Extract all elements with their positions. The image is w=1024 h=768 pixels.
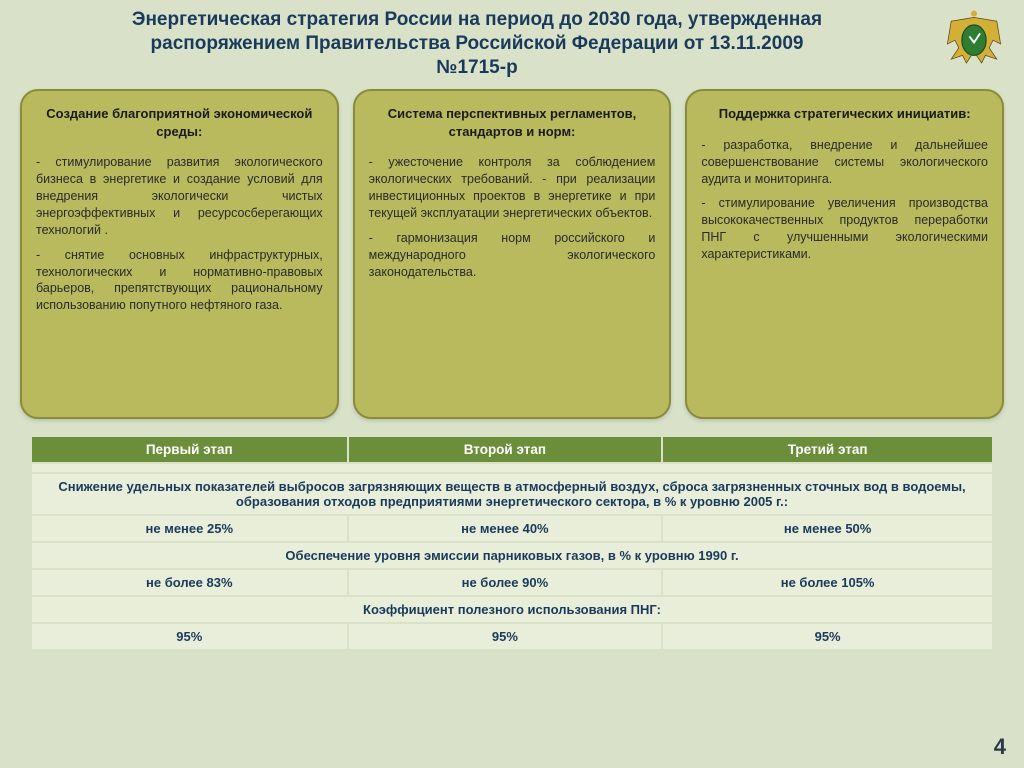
slide-header: Энергетическая стратегия России на перио…: [0, 0, 1024, 85]
table-desc: Коэффициент полезного использования ПНГ:: [31, 596, 993, 623]
table-cell: не более 105%: [662, 569, 993, 596]
table-row: не менее 25% не менее 40% не менее 50%: [31, 515, 993, 542]
box-regulations: Система перспективных регламентов, станд…: [353, 89, 672, 419]
table-cell: 95%: [662, 623, 993, 650]
box-body: - разработка, внедрение и дальнейшее сов…: [701, 137, 988, 271]
box-title: Система перспективных регламентов, станд…: [369, 105, 656, 140]
table-cell: не более 90%: [348, 569, 663, 596]
box-paragraph: - гармонизация норм российского и междун…: [369, 230, 656, 281]
slide-title: Энергетическая стратегия России на перио…: [30, 8, 924, 79]
page-number: 4: [994, 734, 1006, 760]
table-cell: не более 83%: [31, 569, 348, 596]
table-cell: не менее 25%: [31, 515, 348, 542]
table-cell: не менее 50%: [662, 515, 993, 542]
box-paragraph: - разработка, внедрение и дальнейшее сов…: [701, 137, 988, 188]
box-title: Поддержка стратегических инициатив:: [701, 105, 988, 123]
box-initiatives: Поддержка стратегических инициатив: - ра…: [685, 89, 1004, 419]
table-row: не более 83% не более 90% не более 105%: [31, 569, 993, 596]
table-desc: Обеспечение уровня эмиссии парниковых га…: [31, 542, 993, 569]
stages-table: Первый этап Второй этап Третий этап Сниж…: [30, 435, 994, 651]
table-row: 95% 95% 95%: [31, 623, 993, 650]
title-line-3: №1715-р: [436, 57, 517, 78]
table-cell: 95%: [31, 623, 348, 650]
table-cell: не менее 40%: [348, 515, 663, 542]
box-economic: Создание благоприятной экономической сре…: [20, 89, 339, 419]
box-paragraph: - снятие основных инфраструктурных, техн…: [36, 247, 323, 315]
table-row: Обеспечение уровня эмиссии парниковых га…: [31, 542, 993, 569]
emblem-icon: [936, 6, 1012, 82]
box-body: - ужесточение контроля за соблюдением эк…: [369, 154, 656, 288]
content-boxes: Создание благоприятной экономической сре…: [0, 85, 1024, 429]
table-spacer: [31, 463, 993, 473]
box-paragraph: - стимулирование увеличения производства…: [701, 195, 988, 263]
table-row: Коэффициент полезного использования ПНГ:: [31, 596, 993, 623]
box-paragraph: - ужесточение контроля за соблюдением эк…: [369, 154, 656, 222]
table-header: Третий этап: [662, 436, 993, 463]
table-header-row: Первый этап Второй этап Третий этап: [31, 436, 993, 463]
table-desc: Снижение удельных показателей выбросов з…: [31, 473, 993, 515]
table-row: Снижение удельных показателей выбросов з…: [31, 473, 993, 515]
table-body: Снижение удельных показателей выбросов з…: [31, 463, 993, 650]
table-header: Первый этап: [31, 436, 348, 463]
box-paragraph: - стимулирование развития экологического…: [36, 154, 323, 238]
table-header: Второй этап: [348, 436, 663, 463]
title-line-2: распоряжением Правительства Российской Ф…: [151, 33, 804, 54]
box-title: Создание благоприятной экономической сре…: [36, 105, 323, 140]
title-line-1: Энергетическая стратегия России на перио…: [132, 9, 822, 30]
box-body: - стимулирование развития экологического…: [36, 154, 323, 322]
stages-table-wrap: Первый этап Второй этап Третий этап Сниж…: [0, 429, 1024, 651]
table-cell: 95%: [348, 623, 663, 650]
